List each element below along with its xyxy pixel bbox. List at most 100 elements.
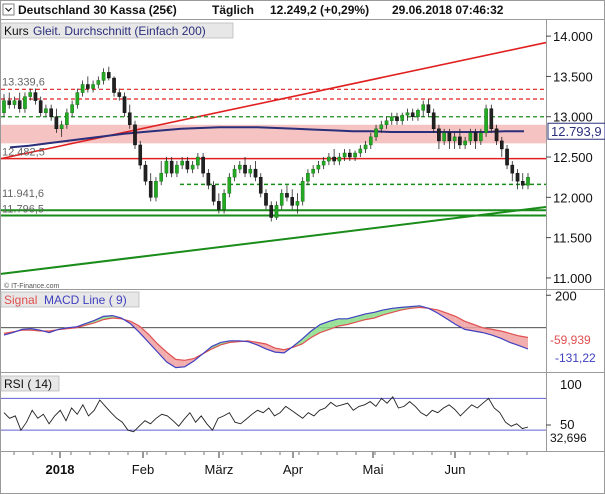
level-label: 11.941,6	[2, 188, 44, 200]
candle-body	[290, 197, 295, 206]
candle-body	[510, 164, 515, 174]
candle	[264, 189, 268, 210]
candle-body	[468, 132, 473, 142]
candle-body	[201, 156, 205, 174]
macd-signal-value: -59,939	[550, 333, 591, 347]
candle-body	[285, 193, 289, 198]
candle-body	[489, 108, 494, 130]
candle	[70, 100, 74, 117]
candle	[96, 76, 101, 89]
candle	[122, 92, 127, 117]
candle	[332, 148, 336, 166]
candle-body	[358, 148, 363, 154]
candle	[300, 177, 305, 206]
x-tick-label: Mai	[363, 462, 384, 477]
candle-body	[38, 100, 43, 113]
legend-kurs: Kurs	[4, 24, 29, 38]
x-tick-label: Feb	[132, 462, 154, 477]
candle	[159, 161, 164, 186]
candle	[127, 104, 132, 129]
candle	[405, 108, 410, 121]
candle	[316, 161, 321, 174]
candle-body	[106, 72, 111, 79]
candle	[494, 124, 499, 145]
macd-line-value: -131,22	[555, 351, 596, 365]
candle-body	[295, 201, 300, 206]
candle-body	[190, 164, 195, 170]
candle	[23, 92, 27, 113]
candle-body	[91, 84, 95, 89]
ma-value-box	[547, 122, 605, 140]
candle-body	[80, 84, 85, 93]
candle-body	[452, 136, 457, 142]
candle-body	[374, 128, 378, 138]
candle-body	[458, 136, 462, 146]
macd-histogram-fill	[455, 316, 465, 330]
trendline-green	[0, 206, 547, 275]
candle	[101, 68, 106, 85]
candle-body	[311, 168, 315, 174]
y-tick-label: 11.000	[553, 271, 592, 286]
candle-body	[59, 124, 64, 130]
candle-body	[222, 193, 226, 210]
candle	[180, 157, 184, 170]
y-tick-label: 100	[560, 377, 582, 392]
candle-body	[96, 80, 101, 85]
chart-header: Deutschland 30 Kassa (25€) Täglich 12.24…	[2, 3, 504, 17]
candle	[526, 173, 530, 190]
dropdown-icon[interactable]	[2, 3, 15, 16]
candle-body	[479, 132, 483, 142]
candle-body	[243, 164, 247, 174]
macd-panel: 200 -59,939 -131,22	[1, 288, 596, 369]
candle	[421, 100, 426, 117]
candle	[384, 116, 389, 129]
candle	[395, 112, 399, 125]
candle	[337, 153, 342, 166]
candle-body	[196, 156, 200, 166]
candle	[106, 66, 111, 81]
candle	[285, 185, 289, 202]
candle-body	[227, 176, 232, 194]
macd-histogram-fill	[473, 324, 483, 333]
candle	[117, 88, 122, 101]
candle	[33, 88, 38, 105]
candle-body	[54, 116, 59, 130]
candle-body	[138, 144, 143, 166]
candle	[348, 148, 352, 162]
candle-body	[363, 144, 368, 150]
macd-legend-signal: Signal	[4, 293, 37, 307]
level-label: 13.339,6	[2, 76, 45, 88]
watermark: © IT-Finance.com	[4, 282, 60, 290]
candle-body	[122, 96, 127, 113]
candle	[374, 124, 378, 141]
candle	[484, 104, 488, 137]
candle	[175, 161, 179, 178]
macd-histogram-fill	[302, 331, 312, 344]
candle-body	[274, 205, 279, 218]
trendline-red	[0, 41, 547, 160]
candle-body	[426, 104, 431, 113]
interval-label: Täglich	[212, 3, 254, 17]
macd-histogram-fill	[175, 359, 185, 368]
candle-body	[300, 181, 305, 202]
candle	[389, 112, 394, 125]
candle	[28, 88, 33, 101]
candle	[12, 96, 17, 109]
macd-histogram-fill	[437, 309, 447, 319]
candle	[489, 104, 494, 133]
x-tick-label: März	[205, 462, 234, 477]
macd-histogram-fill	[166, 352, 176, 368]
candle-body	[389, 116, 394, 121]
candle	[327, 153, 331, 166]
candle	[479, 128, 483, 145]
price-legend: Kurs Gleit. Durchschnitt (Einfach 200)	[0, 22, 234, 39]
x-tick-label: Jun	[445, 462, 466, 477]
level-label: 11.796,5	[2, 203, 44, 215]
candle-body	[442, 132, 446, 142]
candle-body	[515, 172, 520, 182]
instrument-title: Deutschland 30 Kassa (25€)	[18, 3, 177, 17]
candle-body	[211, 185, 216, 202]
candle-body	[86, 84, 90, 89]
candle	[279, 189, 284, 210]
